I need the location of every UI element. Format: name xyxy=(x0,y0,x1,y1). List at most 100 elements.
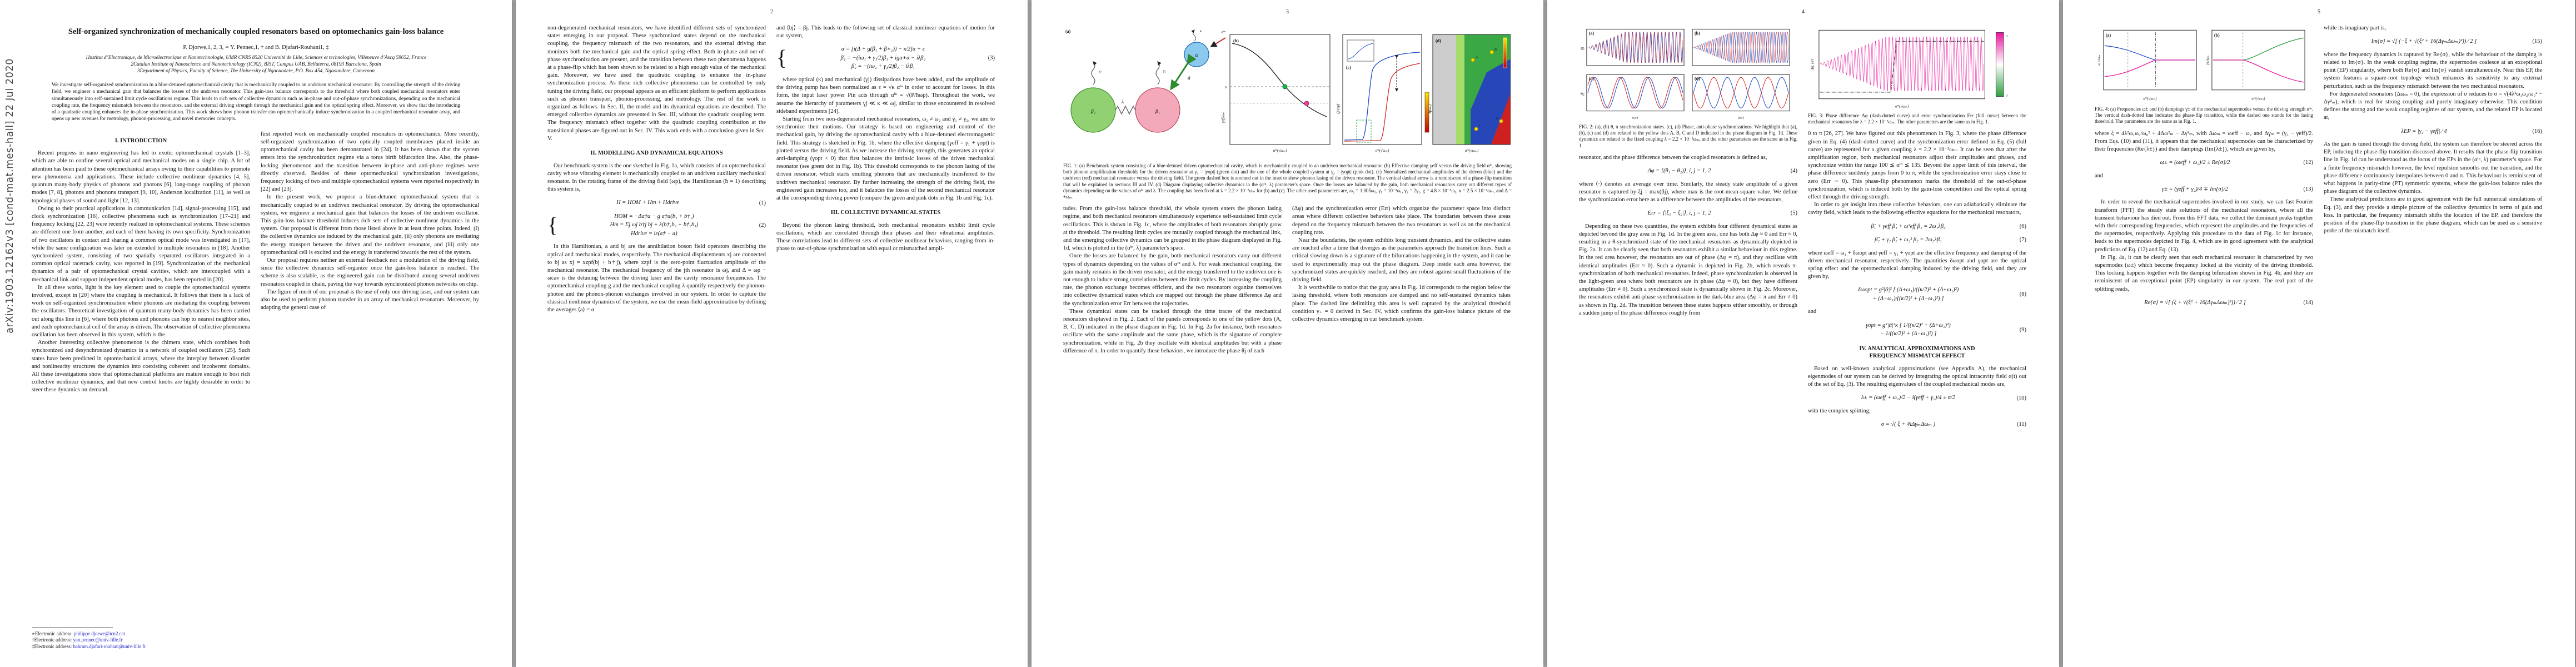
equation-number: (8) xyxy=(2019,291,2026,298)
equation-math: Δφ = ⟨(θ₁ − θ₂)⟩, i, j = 1, 2 xyxy=(1647,168,1711,175)
fig2-ylabel-bottom: βj xyxy=(1581,92,1585,96)
fig2-ylabel-top: βj xyxy=(1581,47,1585,50)
marker-D xyxy=(1499,119,1503,123)
column-left: I. INTRODUCTION Recent progress in nano e… xyxy=(32,131,250,395)
section-heading: III. COLLECTIVE DYNAMICAL STATES xyxy=(830,210,941,216)
footnote-1: ∗Electronic address: philippe.djorwe@icn… xyxy=(32,631,250,638)
driven-amplitude-curve xyxy=(1344,52,1421,141)
panel-b-frame xyxy=(1229,34,1331,145)
email-link-2[interactable]: yan.pennec@univ-lille.fr xyxy=(73,637,123,643)
marker-D-label: D xyxy=(1496,117,1499,121)
paragraph: In this Hamiltonian, a and bj are the an… xyxy=(547,243,766,313)
paragraph: Another interesting collective phenomeno… xyxy=(32,340,250,394)
marker-C-label: C xyxy=(1479,125,1481,128)
fig4-ylabel-a: ω±/ωₘ xyxy=(2097,54,2101,65)
equation-number: (9) xyxy=(2019,326,2026,333)
figure-1-graphic: (a) α αⁱⁿ κ g β₁ λ β₂ γ₁ xyxy=(1065,29,1511,153)
column-right: π 0 Δφ, Err αⁱⁿ(√ωₘ) FIG. 3: Phase diffe… xyxy=(1808,24,2026,434)
panel-d-label: (d) xyxy=(1436,38,1441,43)
equation-number: (3) xyxy=(988,55,995,62)
equation-number: (5) xyxy=(1790,210,1797,217)
equation: δωopt = g²|ᾱ|² [ (Δ+ω₁)/((κ/2)² + (Δ+ω₁)… xyxy=(1808,286,2026,303)
antiphase-region xyxy=(1471,59,1511,145)
panel-b-label: (b) xyxy=(2214,33,2220,38)
page-1: arXiv:1903.12162v3 [cond-mat.mes-hall] 2… xyxy=(0,0,512,667)
threshold-dot-green xyxy=(1282,84,1288,89)
paragraph: For degenerated resonators (Δωₘ = 0), th… xyxy=(2324,91,2542,121)
equation-number: (13) xyxy=(2303,186,2314,193)
paragraph: and xyxy=(2095,172,2104,179)
equation-math: Err = ⟨|ξ₁ − ξ₂|⟩, i, j = 1, 2 xyxy=(1647,210,1711,217)
equation-math: γ± = (γeff + γ₂)/4 ∓ Im{σ}/2 xyxy=(2161,186,2229,192)
g-label: g xyxy=(1188,75,1190,81)
panel-b-label: (b) xyxy=(1233,38,1239,43)
panel-d-frame xyxy=(1432,34,1511,145)
equation-math: HOM = −Δa†a − g a†a(b₁ + b†₁) Hm = Σj ωj… xyxy=(610,213,699,237)
figure-1-caption: FIG. 1: (a) Benchmark system consisting … xyxy=(1063,163,1512,200)
equation-number: (16) xyxy=(2532,128,2543,135)
author-line: P. Djorwe,1, 2, 3, ∗ Y. Pennec,1, † and … xyxy=(183,44,329,51)
paragraph: with the complex splitting, xyxy=(1808,407,1871,414)
beta2-trace-d xyxy=(1693,77,1789,109)
paragraph: In the present work, we propose a blue-d… xyxy=(261,194,479,256)
equation: {HOM = −Δa†a − g a†a(b₁ + b†₁) Hm = Σj ω… xyxy=(547,212,766,238)
column-left-text: resonator, and the phase difference betw… xyxy=(1579,154,1797,317)
paragraph: and xyxy=(1808,308,1817,315)
equation: Err = ⟨|ξ₁ − ξ₂|⟩, i, j = 1, 2 (5) xyxy=(1579,209,1797,218)
page-3: 3 (a) α αⁱⁿ κ xyxy=(1032,0,1543,667)
marker-A-label: A xyxy=(1476,56,1478,59)
beta1-label: β₁ xyxy=(1155,109,1160,115)
paragraph: Based on well-known analytical approxima… xyxy=(1808,365,2026,388)
fig4-xlabel-a: αⁱⁿ(√ωₘ) xyxy=(2143,97,2157,101)
figure-2-graphic: (a) (b) (c) (d) βj βj ωₘt ωₘt xyxy=(1581,28,1790,120)
paragraph: In order to get insight into these colle… xyxy=(1808,202,2026,216)
email-link-3[interactable]: bahram.djafari-rouhani@univ-lille.fr xyxy=(73,644,146,650)
paragraph: first reported work on mechanically coup… xyxy=(261,131,479,193)
column-left: (a) (b) ω±/ωₘ γ±/ωₘ αⁱⁿ(√ωₘ) αⁱⁿ(√ωₘ) FI… xyxy=(2095,24,2313,312)
equation-math: Im{σ} = √[ (−ξ + √(ξ² + 16(ΔγₘΔωₘ)²)) ⁄ … xyxy=(2371,38,2477,45)
phase-difference-curve xyxy=(1820,41,1984,93)
email-link-1[interactable]: philippe.djorwe@icn2.cat xyxy=(74,630,125,636)
equation-number: (4) xyxy=(1790,168,1797,175)
panel-b-label: (b) xyxy=(1695,31,1700,36)
equation: γ± = (γeff + γ₂)/4 ∓ Im{σ}/2 (13) xyxy=(2095,185,2313,194)
brace: { xyxy=(776,46,787,71)
paragraph: These analytical predictions are in good… xyxy=(2324,196,2542,235)
equation-number: (6) xyxy=(2019,223,2026,230)
paragraph: where ξ = 4λ²ω₁ω₂/ω₀² + 4Δω²ₘ − Δγ²ₘ, wi… xyxy=(2095,130,2313,153)
equation-number: (14) xyxy=(2303,300,2314,306)
paragraph: where the frequency dynamics is captured… xyxy=(2324,51,2542,89)
fig2-xlabel-left: ωₘt xyxy=(1632,116,1639,120)
equation-number: (12) xyxy=(2303,160,2314,166)
affiliation-2: 2Catalan Institute of Nanoscience and Na… xyxy=(131,62,381,67)
equation-number: (7) xyxy=(2019,237,2026,243)
panel-c-ylabel: ξj/xzpf xyxy=(1337,103,1341,114)
column-left-text: where ξ = 4λ²ω₁ω₂/ω₀² + 4Δω²ₘ − Δγ²ₘ, wi… xyxy=(2095,130,2313,307)
beta2-label: β₂ xyxy=(1090,109,1096,115)
equation-math: H = HOM + Hm + Hdrive xyxy=(616,200,679,206)
figure-3-caption: FIG. 3: Phase difference Δφ (dash-dotted… xyxy=(1808,113,2026,125)
panel-c-label: (c) xyxy=(1589,76,1594,81)
marker-A xyxy=(1471,58,1475,62)
alpha-label: α xyxy=(1195,53,1199,58)
paragraph: Recent progress in nano engineering has … xyxy=(32,150,250,204)
footnote-3-label: ‡Electronic address: xyxy=(32,644,73,650)
error-sync-curve xyxy=(1820,37,1984,91)
zoom-box xyxy=(1356,120,1372,143)
drive-arrow xyxy=(1210,37,1226,48)
footnote-3: ‡Electronic address: bahram.djafari-rouh… xyxy=(32,644,250,650)
equation-number: (1) xyxy=(759,200,766,206)
paragraph: Once the losses are balanced by the gain… xyxy=(1063,253,1282,307)
fig3-xlabel: αⁱⁿ(√ωₘ) xyxy=(1895,104,1909,109)
equation-math: Re{σ} = √[ (ξ + √(ξ² + 16(ΔγₘΔωₘ)²)) ⁄ 2… xyxy=(2144,299,2246,306)
equation-math: λEP = |γ₂ − γeff| ⁄ 4 xyxy=(2401,128,2447,135)
fig4-xlabel-b: αⁱⁿ(√ωₘ) xyxy=(2251,97,2265,101)
equation-math: δωopt = g²|ᾱ|² [ (Δ+ω₁)/((κ/2)² + (Δ+ω₁)… xyxy=(1857,287,1959,302)
paragraph: where optical (κ) and mechanical (γj) di… xyxy=(776,76,995,115)
panel-c-frame xyxy=(1586,74,1685,112)
mechanical-spring xyxy=(1115,105,1136,115)
omega-plus-curve xyxy=(2104,45,2196,61)
panel-b-frame xyxy=(1692,28,1790,66)
colorbar xyxy=(1424,92,1429,133)
gamma1-label: γ₁ xyxy=(1163,69,1166,73)
